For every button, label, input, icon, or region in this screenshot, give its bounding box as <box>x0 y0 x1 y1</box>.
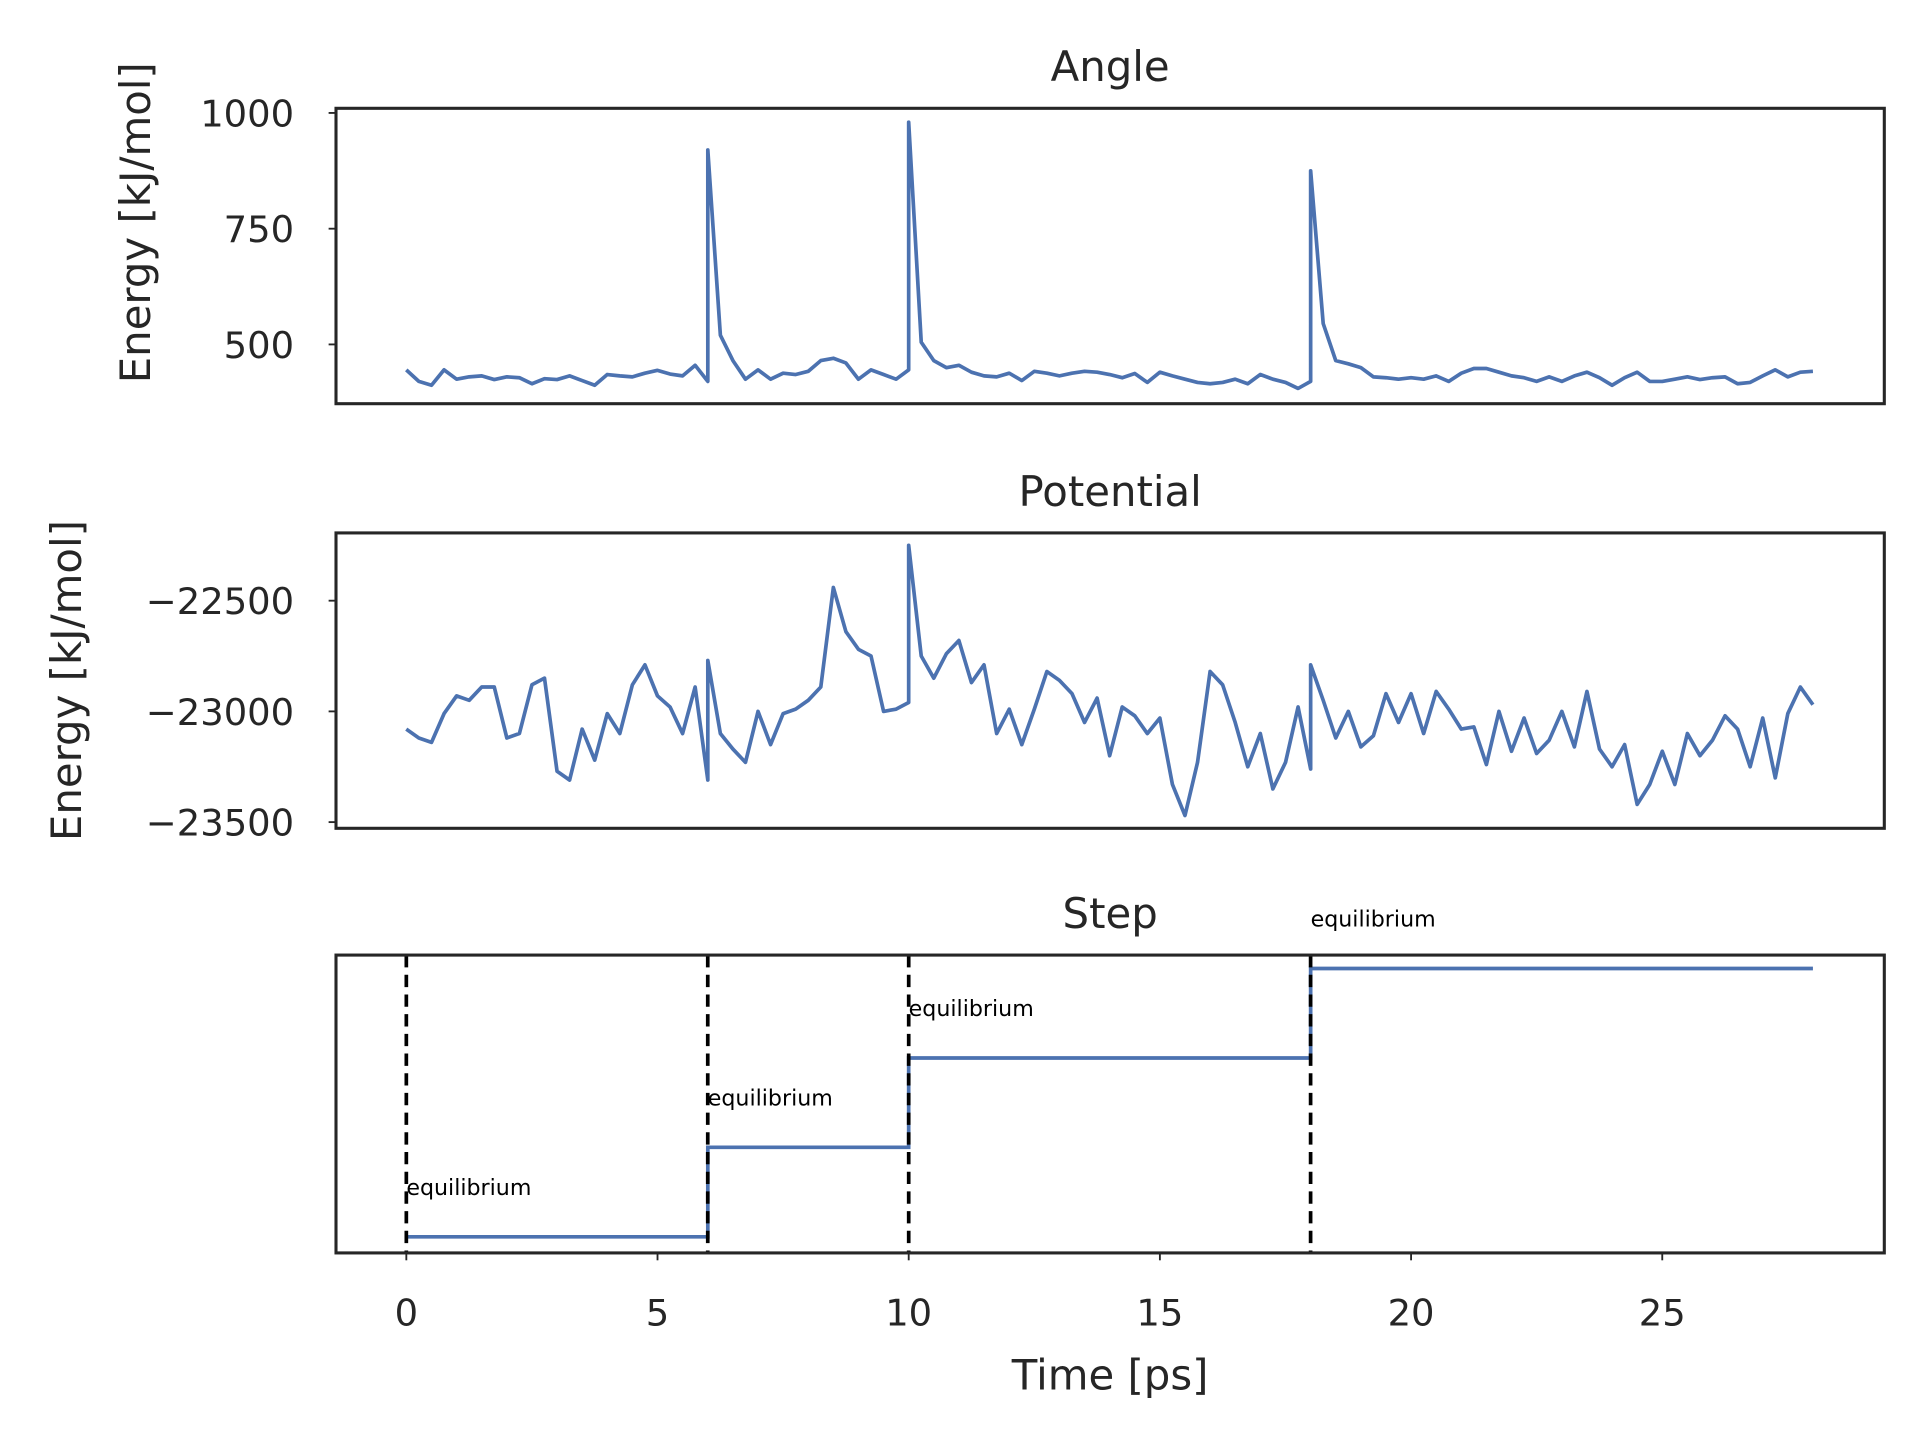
y-tick-label: 1000 <box>200 92 294 135</box>
y-tick-label: −23000 <box>146 691 294 734</box>
y-tick-label: −22500 <box>146 580 294 623</box>
annotation: equilibrium <box>909 996 1034 1022</box>
annotation: equilibrium <box>708 1086 833 1112</box>
annotation: equilibrium <box>1311 907 1436 933</box>
x-tick-label: 15 <box>1136 1292 1183 1335</box>
x-tick-label: 0 <box>395 1292 418 1335</box>
line-series <box>405 120 1814 391</box>
y-tick-label: −23500 <box>146 802 294 845</box>
y-tick-label: 500 <box>224 324 294 367</box>
y-tick-label: 750 <box>224 208 294 251</box>
annotation: equilibrium <box>406 1175 531 1201</box>
panel-title: Angle <box>1051 42 1170 91</box>
x-tick-label: 10 <box>885 1292 932 1335</box>
x-tick-label: 5 <box>646 1292 669 1335</box>
x-tick-label: 25 <box>1639 1292 1686 1335</box>
line-series <box>405 543 1815 818</box>
axes-frame <box>334 953 1886 1255</box>
panel-title: Potential <box>1019 467 1202 516</box>
axes-frame <box>334 531 1886 830</box>
x-axis-label: Time [ps] <box>1011 1351 1209 1400</box>
panel-title: Step <box>1063 889 1158 938</box>
y-axis-label: Energy [kJ/mol] <box>111 62 160 383</box>
x-tick-label: 20 <box>1388 1292 1435 1335</box>
y-axis-label: Energy [kJ/mol] <box>42 520 91 841</box>
step-series <box>406 966 1813 1239</box>
axes-frame <box>334 106 1886 406</box>
